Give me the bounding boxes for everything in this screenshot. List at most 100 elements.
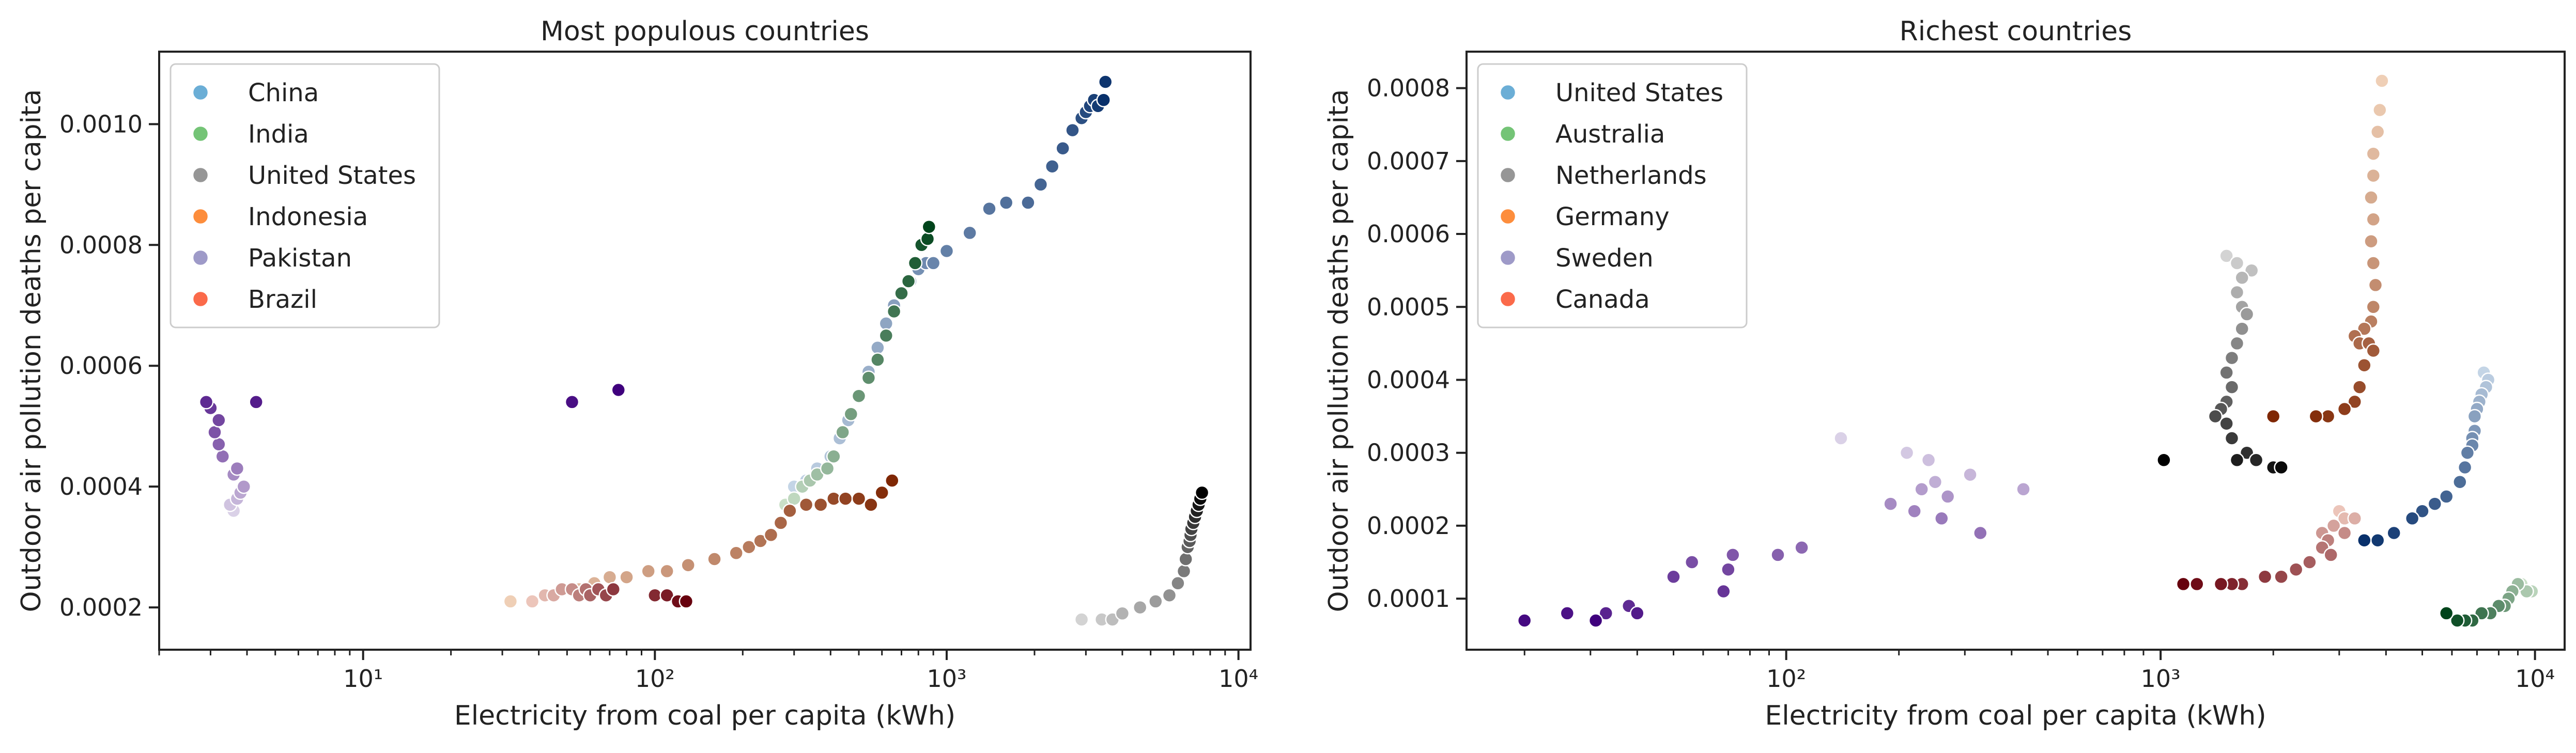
data-point	[2219, 365, 2234, 380]
legend-box	[169, 63, 440, 328]
data-point	[1716, 584, 1731, 599]
series-1-0	[2357, 365, 2496, 548]
data-point	[2347, 394, 2363, 410]
chart-panel-1: Richest countries 10² 10³ 10⁴ 0.0001 0.0002 0.…	[1323, 16, 2566, 731]
data-point	[2308, 409, 2324, 424]
data-point	[813, 497, 828, 512]
data-point	[1794, 540, 1809, 555]
plot-frame	[1466, 51, 2566, 651]
x-axis-label: Electricity from coal per capita (kWh)	[454, 700, 955, 731]
data-point	[611, 382, 626, 398]
y-tick-label: 0.0005	[1367, 293, 1450, 321]
legend-label: Brazil	[248, 285, 317, 314]
data-point	[2337, 401, 2352, 417]
data-point	[2357, 532, 2372, 548]
data-point	[2229, 285, 2245, 300]
data-point	[2224, 431, 2240, 446]
data-point	[2370, 124, 2385, 139]
data-point	[1132, 600, 1148, 615]
data-point	[798, 497, 814, 512]
y-tick-label: 0.0002	[1367, 512, 1450, 540]
data-point	[826, 449, 841, 464]
data-point	[1940, 489, 1955, 504]
data-point	[782, 503, 797, 519]
data-point	[1883, 496, 1898, 511]
data-point	[1021, 195, 1036, 210]
legend-marker	[1499, 84, 1517, 101]
data-point	[1921, 452, 1936, 468]
data-point	[647, 588, 662, 603]
data-point	[2364, 190, 2379, 205]
series-1-1	[2439, 576, 2539, 628]
y-tick-label: 0.0007	[1367, 147, 1450, 175]
data-point	[1934, 511, 1949, 526]
data-point	[2265, 409, 2281, 424]
data-point	[2257, 569, 2273, 585]
data-point	[1148, 594, 1163, 609]
y-tick-label: 0.0006	[1367, 220, 1450, 248]
data-point	[1725, 547, 1740, 562]
data-point	[1096, 92, 1111, 107]
data-point	[2460, 445, 2475, 460]
data-point	[619, 570, 634, 585]
data-point	[907, 256, 923, 271]
y-tick-label: 0.0004	[59, 473, 143, 500]
data-point	[851, 491, 867, 506]
data-point	[920, 231, 935, 246]
legend-marker	[1499, 125, 1517, 143]
data-point	[921, 219, 937, 234]
data-point	[215, 449, 230, 464]
data-point	[786, 491, 801, 506]
data-point	[2219, 416, 2234, 431]
data-point	[2323, 547, 2338, 562]
data-point	[835, 425, 850, 440]
data-point	[1055, 140, 1070, 156]
data-point	[2189, 576, 2204, 592]
legend: China India United States Indonesia Pakistan…	[169, 63, 440, 328]
y-tick-label: 0.0008	[59, 231, 143, 259]
legend-label: Canada	[1555, 285, 1650, 314]
data-point	[2366, 300, 2381, 315]
data-point	[1065, 122, 1080, 138]
legend-marker	[1499, 208, 1517, 225]
data-point	[2427, 496, 2443, 511]
data-point	[211, 437, 226, 452]
data-point	[1721, 562, 1736, 577]
data-point	[1162, 588, 1177, 603]
data-point	[2439, 606, 2454, 621]
data-point	[2229, 452, 2245, 468]
data-point	[901, 274, 916, 289]
legend-label: Netherlands	[1555, 161, 1707, 190]
data-point	[606, 582, 621, 597]
data-point	[525, 594, 540, 609]
x-tick-label: 10¹	[343, 665, 383, 693]
data-point	[641, 563, 656, 579]
x-axis-label: Electricity from coal per capita (kWh)	[1765, 700, 2266, 731]
data-point	[894, 286, 909, 301]
data-point	[1033, 177, 1048, 192]
data-point	[2337, 525, 2352, 541]
data-point	[1170, 576, 1185, 591]
data-point	[659, 588, 674, 603]
data-point	[2347, 511, 2363, 526]
data-point	[707, 552, 722, 567]
data-point	[1833, 431, 1848, 446]
data-point	[2370, 532, 2385, 548]
legend-box	[1477, 63, 1748, 328]
data-point	[2415, 504, 2430, 519]
data-point	[925, 256, 941, 271]
series-1-5	[2176, 504, 2363, 592]
data-point	[2288, 562, 2304, 577]
data-point	[2386, 525, 2401, 541]
data-point	[207, 425, 222, 440]
data-point	[2274, 460, 2289, 475]
legend-label: Pakistan	[248, 244, 352, 273]
legend-marker	[192, 290, 209, 308]
data-point	[863, 497, 878, 512]
data-point	[878, 328, 894, 343]
data-point	[2229, 336, 2245, 351]
legend-label: Germany	[1555, 202, 1670, 231]
data-point	[874, 485, 889, 500]
data-point	[1598, 606, 1614, 621]
